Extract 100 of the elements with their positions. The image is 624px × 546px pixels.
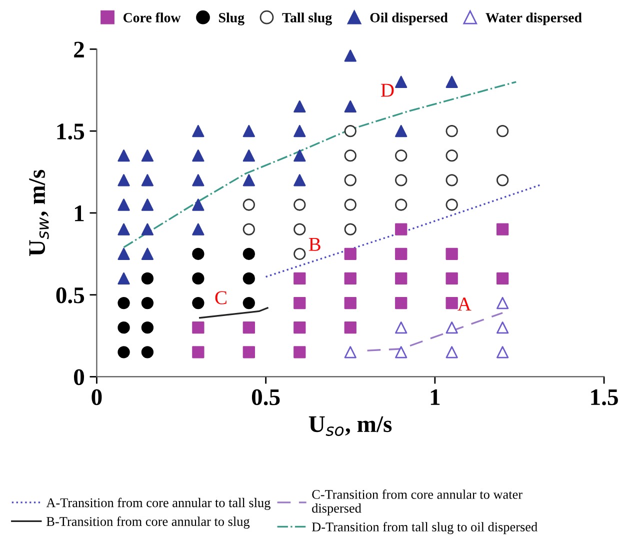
point: [118, 346, 130, 358]
point: [395, 76, 408, 88]
point: [395, 223, 408, 236]
point: [242, 346, 255, 358]
point: [496, 322, 509, 334]
point: [294, 322, 306, 334]
legend-label: Water dispersed: [486, 12, 582, 26]
point: [141, 272, 154, 285]
point: [242, 174, 255, 186]
point: [446, 346, 458, 358]
point: [141, 346, 154, 358]
point: [118, 150, 130, 162]
point: [118, 272, 130, 285]
point: [344, 150, 356, 162]
point: [192, 198, 204, 211]
point: [242, 322, 255, 334]
point: [118, 322, 130, 334]
point: [192, 124, 204, 138]
point: [192, 272, 204, 285]
point: [496, 346, 509, 358]
point: [294, 272, 306, 285]
point: [446, 76, 458, 88]
y-tick-label: 0: [74, 369, 84, 386]
point: [192, 346, 204, 358]
y-tick-label: 1.5: [57, 124, 84, 140]
y-tick-label: 0.5: [56, 287, 84, 304]
point: [242, 124, 255, 138]
point: [344, 296, 356, 310]
point: [496, 223, 509, 236]
point: [344, 124, 356, 138]
point: [192, 150, 204, 162]
point: [446, 198, 458, 211]
point: [192, 174, 204, 186]
legend-label: D-Transition from tall slug to oil dispersed: [312, 522, 538, 534]
point: [446, 150, 458, 162]
legend-label: C-Transition from core annular to water dispersed: [312, 489, 522, 516]
point: [118, 223, 130, 236]
x-tick-label: 1: [430, 389, 440, 405]
point: [446, 272, 458, 285]
point: [446, 124, 458, 138]
point: [294, 296, 306, 310]
point: [294, 198, 306, 211]
point: [141, 322, 154, 334]
point: [118, 174, 130, 186]
annotation: D: [381, 84, 394, 97]
point: [242, 198, 255, 211]
point: [344, 174, 356, 186]
point: [242, 223, 255, 236]
point: [446, 174, 458, 186]
point: [395, 198, 408, 211]
point: [446, 248, 458, 260]
point: [395, 322, 408, 334]
point: [141, 174, 154, 186]
point: [395, 174, 408, 186]
point: [294, 100, 306, 113]
point: [141, 296, 154, 310]
point: [344, 50, 356, 62]
point: [141, 223, 154, 236]
point: [118, 198, 130, 211]
point: [395, 296, 408, 310]
annotation: B: [308, 238, 320, 251]
point: [294, 150, 306, 162]
point: [242, 248, 255, 260]
y-axis-title: U$_{sw}$, m/s: [29, 170, 49, 256]
point: [344, 198, 356, 211]
point: [294, 248, 306, 260]
point: [496, 296, 509, 310]
point: [242, 296, 255, 310]
point: [294, 174, 306, 186]
legend-label: B-Transition from core annular to slug: [46, 516, 250, 529]
legend-label: Core flow: [123, 12, 181, 22]
point: [192, 223, 204, 236]
point: [294, 124, 306, 138]
annotation: C: [215, 291, 226, 304]
x-tick-label: 1.5: [591, 389, 618, 406]
legend-label: Tall slug: [282, 12, 332, 26]
point: [395, 248, 408, 260]
point: [446, 296, 458, 310]
point: [344, 322, 356, 334]
point: [192, 322, 204, 334]
point: [294, 346, 306, 358]
point: [118, 296, 130, 310]
point: [141, 150, 154, 162]
point: [395, 272, 408, 285]
point: [344, 100, 356, 113]
point: [141, 248, 154, 260]
point: [395, 150, 408, 162]
point: [395, 346, 408, 358]
point: [192, 248, 204, 260]
point: [242, 272, 255, 285]
y-tick-label: 1: [75, 206, 84, 222]
point: [496, 174, 509, 186]
x-tick-label: 0: [92, 389, 102, 406]
point: [344, 223, 356, 236]
point: [118, 248, 130, 260]
y-tick-label: 2: [74, 42, 84, 58]
legend-label: Oil dispersed: [370, 12, 448, 26]
point: [496, 124, 509, 138]
point: [344, 248, 356, 260]
point: [395, 124, 408, 138]
